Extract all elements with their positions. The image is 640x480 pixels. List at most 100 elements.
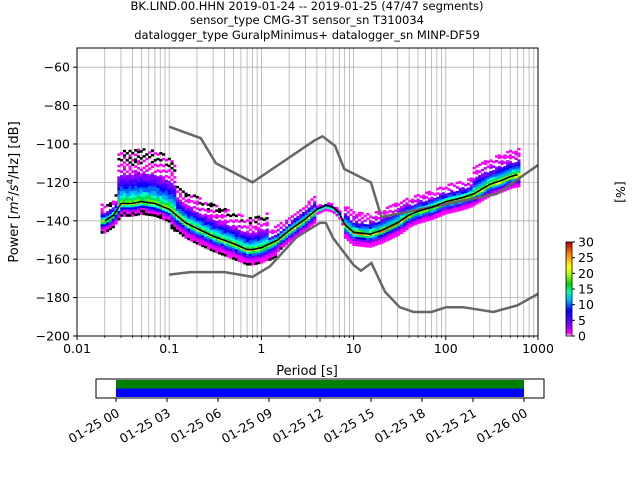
density-cell — [212, 231, 216, 234]
density-cell — [500, 183, 504, 186]
density-cell — [458, 180, 462, 184]
density-cell — [122, 177, 127, 180]
density-cell — [492, 190, 496, 194]
density-cell — [232, 229, 236, 233]
density-cell — [310, 216, 314, 220]
density-cell — [268, 239, 272, 243]
density-cell — [159, 188, 163, 192]
density-cell — [173, 176, 177, 179]
density-cell — [433, 211, 437, 215]
density-cell — [150, 179, 154, 182]
density-cell — [416, 219, 420, 222]
density-cell — [301, 225, 306, 229]
density-cell — [209, 223, 213, 226]
density-cell — [159, 214, 163, 217]
density-cell — [134, 192, 138, 196]
density-cell — [489, 191, 493, 195]
density-cell — [469, 184, 473, 187]
density-cell — [159, 198, 163, 201]
density-cell — [413, 220, 417, 223]
colorbar-tick-label: 0 — [578, 329, 586, 344]
density-cell — [204, 225, 208, 228]
density-cell — [234, 239, 238, 243]
density-cell — [156, 206, 160, 209]
density-cell — [425, 200, 429, 204]
density-cell — [357, 244, 361, 247]
density-cell — [192, 201, 196, 204]
density-cell — [360, 228, 364, 231]
density-cell — [209, 241, 213, 245]
density-cell — [237, 250, 241, 253]
density-cell — [240, 260, 244, 264]
density-cell — [167, 219, 171, 223]
density-cell — [108, 218, 113, 221]
density-cell — [352, 234, 356, 237]
density-cell — [497, 175, 501, 178]
density-cell — [497, 188, 501, 192]
density-cell — [125, 207, 129, 210]
density-cell — [394, 209, 398, 212]
density-cell — [315, 205, 320, 208]
density-cell — [271, 243, 275, 246]
density-cell — [458, 201, 462, 205]
density-cell — [120, 191, 124, 194]
density-cell — [156, 176, 160, 179]
density-cell — [156, 164, 160, 168]
density-cell — [486, 179, 490, 182]
density-cell — [195, 200, 199, 203]
density-cell — [245, 237, 250, 241]
density-cell — [103, 224, 107, 227]
density-cell — [245, 253, 250, 257]
density-cell — [120, 179, 124, 183]
density-cell — [363, 242, 367, 245]
density-cell — [243, 220, 247, 223]
density-cell — [262, 241, 266, 244]
density-cell — [422, 203, 426, 207]
x-tick-label: 10 — [346, 341, 362, 356]
density-cell — [164, 202, 168, 206]
density-cell — [503, 179, 507, 183]
density-cell — [156, 192, 160, 195]
density-cell — [117, 194, 121, 198]
density-cell — [268, 258, 272, 261]
density-cell — [195, 195, 199, 199]
density-cell — [380, 227, 384, 231]
density-cell — [310, 205, 314, 208]
density-cell — [366, 228, 370, 232]
density-cell — [287, 240, 292, 243]
density-cell — [455, 190, 459, 194]
density-cell — [257, 243, 261, 246]
density-cell — [187, 235, 191, 238]
density-cell — [181, 211, 185, 214]
density-cell — [100, 210, 104, 213]
density-cell — [444, 211, 448, 215]
density-cell — [167, 180, 171, 184]
density-cell — [374, 240, 378, 244]
density-cell — [184, 236, 188, 239]
density-cell — [125, 191, 129, 194]
density-cell — [162, 217, 166, 221]
density-cell — [181, 215, 185, 219]
density-cell — [380, 220, 384, 224]
density-cell — [377, 233, 381, 236]
density-cell — [131, 152, 135, 155]
density-cell — [153, 212, 157, 215]
density-cell — [276, 249, 280, 253]
density-cell — [153, 182, 157, 185]
density-cell — [181, 204, 185, 207]
density-cell — [145, 176, 149, 179]
density-cell — [153, 159, 157, 162]
density-cell — [106, 222, 110, 225]
density-cell — [411, 223, 415, 227]
density-cell — [517, 159, 521, 162]
density-cell — [517, 180, 521, 183]
density-cell — [178, 213, 182, 216]
density-cell — [192, 219, 196, 223]
density-cell — [108, 213, 113, 217]
density-cell — [360, 244, 364, 247]
density-cell — [125, 214, 129, 217]
density-cell — [148, 176, 152, 180]
density-cell — [517, 154, 521, 158]
density-cell — [349, 222, 353, 226]
density-cell — [380, 225, 384, 228]
